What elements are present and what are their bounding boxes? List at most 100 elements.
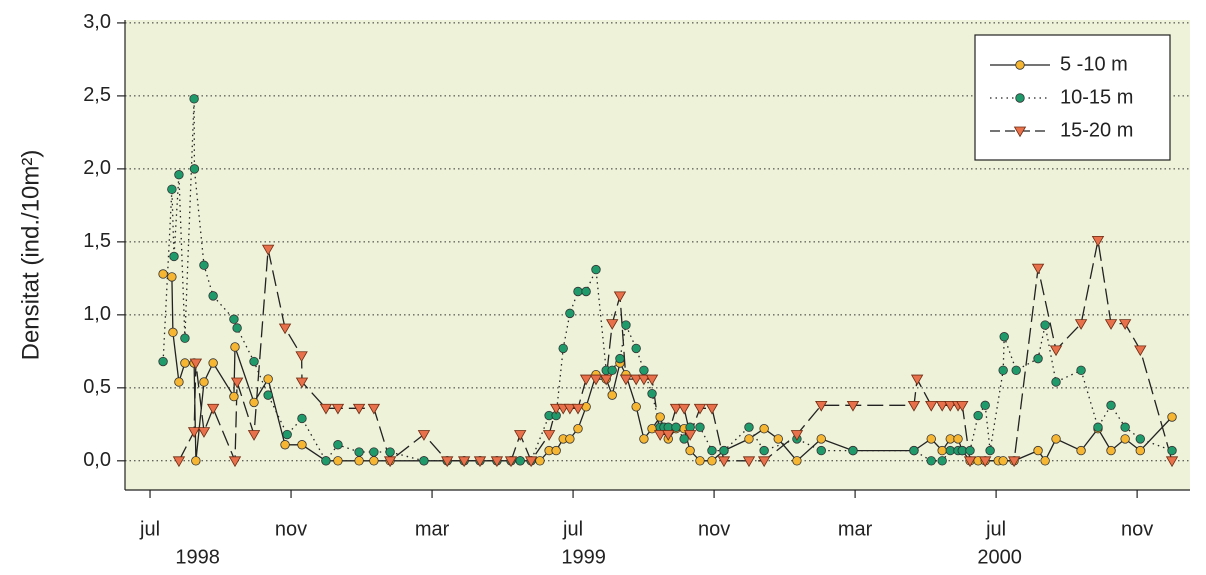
marker xyxy=(1040,456,1050,466)
marker xyxy=(261,244,275,256)
marker xyxy=(717,456,731,468)
marker xyxy=(174,377,184,387)
marker xyxy=(759,423,769,434)
marker xyxy=(639,434,649,444)
marker xyxy=(1033,353,1043,364)
marker xyxy=(792,456,802,466)
marker xyxy=(790,430,804,441)
marker xyxy=(973,410,983,421)
marker xyxy=(1040,320,1050,330)
marker xyxy=(1120,434,1130,444)
marker xyxy=(199,260,209,270)
x-tick-label: nov xyxy=(1121,518,1153,540)
marker xyxy=(247,430,261,441)
x-tick-label: jul xyxy=(139,518,160,540)
marker xyxy=(189,358,203,370)
marker xyxy=(679,434,689,444)
marker xyxy=(816,445,826,456)
marker xyxy=(208,358,218,368)
marker xyxy=(490,456,504,468)
marker xyxy=(606,319,619,330)
marker xyxy=(655,412,665,422)
marker xyxy=(297,413,307,424)
y-axis-label: Densitat (ind./10m²) xyxy=(17,150,44,361)
marker xyxy=(513,430,527,441)
marker xyxy=(695,422,705,432)
marker xyxy=(417,430,431,441)
legend-marker xyxy=(1015,93,1025,103)
marker xyxy=(1076,445,1086,456)
marker xyxy=(158,269,168,279)
x-tick-label: jul xyxy=(562,518,583,540)
marker xyxy=(249,397,259,408)
marker xyxy=(367,403,381,415)
marker xyxy=(653,430,667,441)
marker xyxy=(1074,319,1088,330)
marker xyxy=(419,456,429,466)
marker xyxy=(230,377,244,389)
marker xyxy=(571,403,585,415)
marker xyxy=(671,422,681,432)
x-tick-label: mar xyxy=(415,518,450,540)
marker xyxy=(333,456,343,466)
marker xyxy=(744,434,754,444)
marker xyxy=(199,377,209,387)
marker xyxy=(1106,400,1116,411)
marker xyxy=(563,403,577,415)
marker xyxy=(719,445,729,456)
marker xyxy=(705,403,719,415)
marker xyxy=(208,291,218,301)
marker xyxy=(558,343,568,354)
marker xyxy=(180,333,190,343)
x-year-label: 2000 xyxy=(977,546,1022,568)
marker xyxy=(999,332,1009,342)
marker xyxy=(581,402,591,412)
marker xyxy=(515,456,525,466)
legend-label: 5 -10 m xyxy=(1060,53,1128,75)
marker xyxy=(352,403,366,415)
marker xyxy=(295,351,308,363)
marker xyxy=(965,445,975,456)
y-tick-label: 3,0 xyxy=(83,11,111,33)
marker xyxy=(189,164,200,174)
marker xyxy=(980,400,990,411)
marker xyxy=(846,400,860,412)
marker xyxy=(473,456,487,468)
marker xyxy=(232,323,242,333)
marker xyxy=(263,374,273,384)
marker xyxy=(524,456,538,468)
marker xyxy=(637,374,651,386)
marker xyxy=(579,374,593,386)
legend-label: 15-20 m xyxy=(1060,119,1133,141)
legend-label: 10-15 m xyxy=(1060,86,1133,108)
marker xyxy=(815,400,828,412)
marker xyxy=(1106,445,1116,456)
marker xyxy=(937,456,947,466)
legend-marker xyxy=(1013,126,1027,138)
marker xyxy=(167,184,177,195)
marker xyxy=(542,430,556,441)
y-tick-label: 0,5 xyxy=(83,376,111,398)
marker xyxy=(816,434,826,444)
marker xyxy=(909,445,919,456)
marker xyxy=(926,456,936,466)
marker xyxy=(926,434,936,444)
marker xyxy=(631,402,641,412)
marker xyxy=(1135,445,1145,456)
marker xyxy=(1167,412,1177,422)
marker xyxy=(369,447,379,457)
marker xyxy=(677,403,691,415)
marker xyxy=(945,445,955,456)
marker xyxy=(695,456,705,466)
marker xyxy=(331,403,345,415)
marker xyxy=(707,445,717,456)
marker xyxy=(615,353,625,364)
marker xyxy=(685,445,695,456)
marker xyxy=(573,423,583,434)
marker xyxy=(249,356,259,367)
marker xyxy=(978,456,992,468)
marker xyxy=(742,456,756,468)
marker xyxy=(985,445,995,456)
marker xyxy=(619,374,633,386)
marker xyxy=(189,94,199,104)
